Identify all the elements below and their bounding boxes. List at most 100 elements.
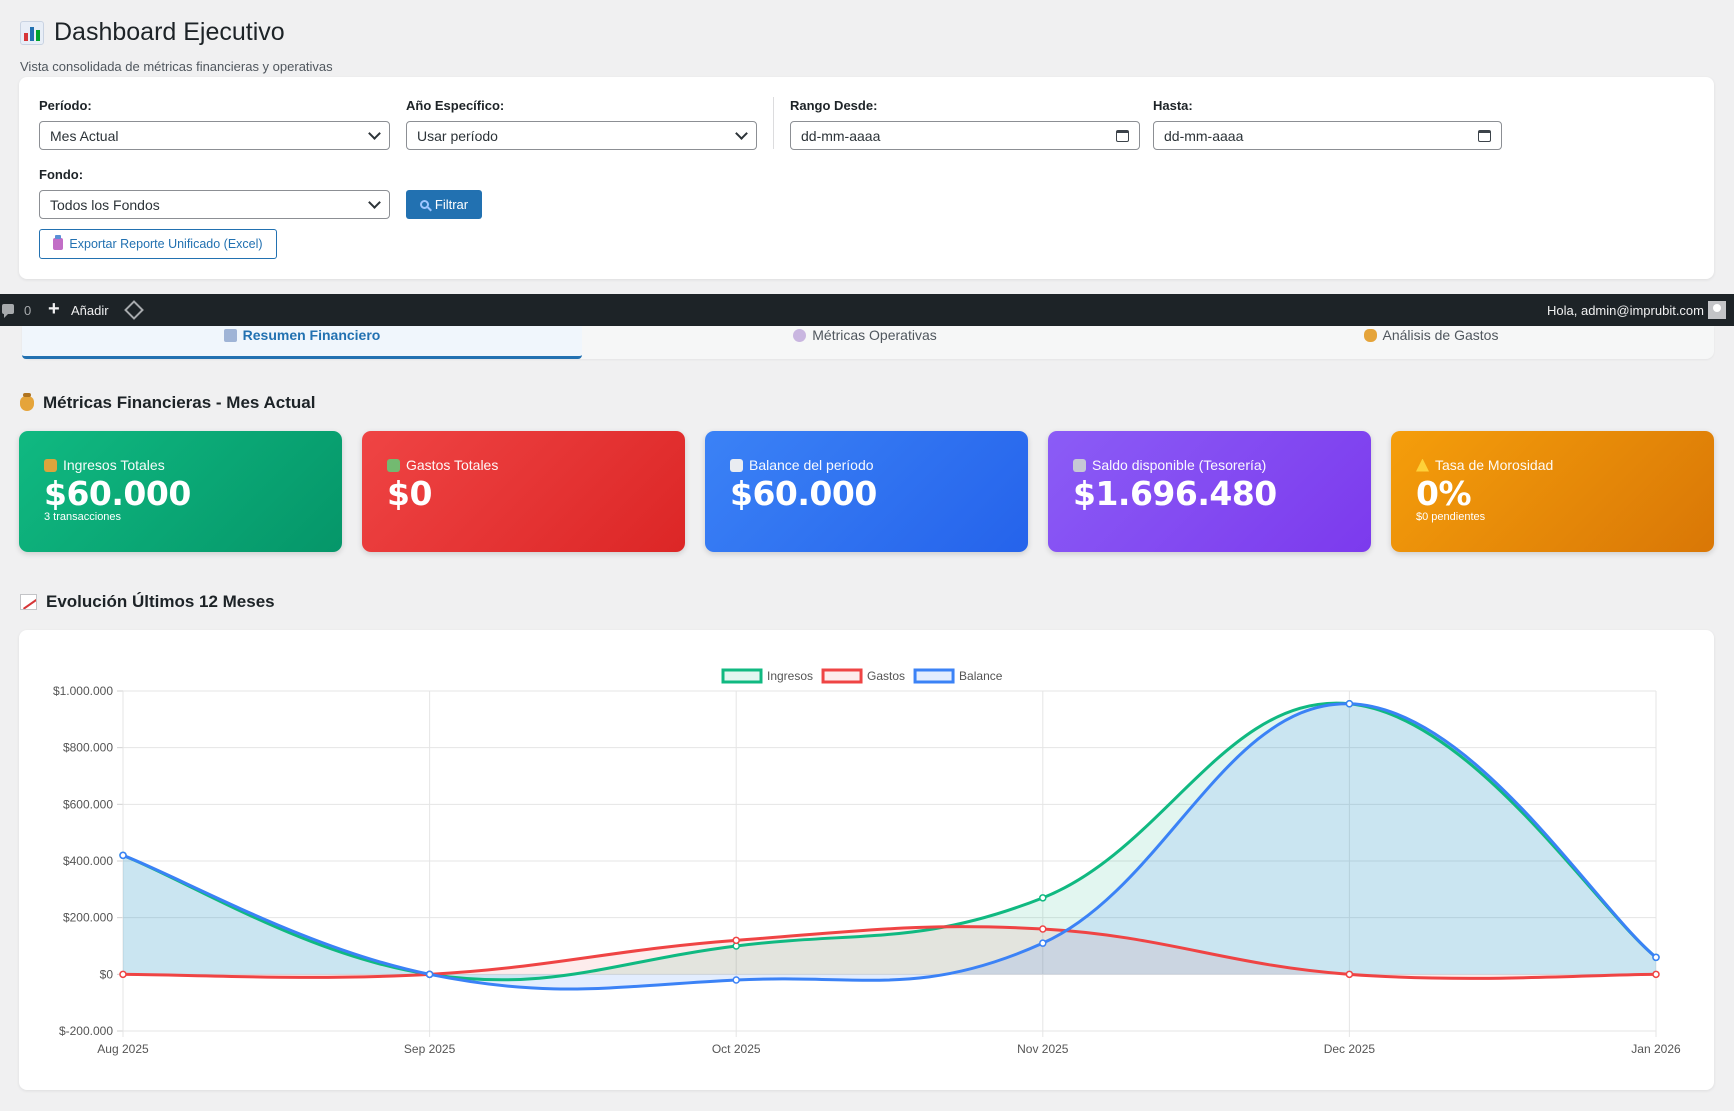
add-new-link[interactable]: Añadir (71, 303, 109, 318)
data-point-balance (732, 976, 740, 984)
chart-up-icon (20, 594, 37, 610)
kpi-value: $1.696.480 (1073, 474, 1277, 513)
export-excel-button[interactable]: Exportar Reporte Unificado (Excel) (39, 229, 277, 259)
series-line-balance (122, 702, 1657, 991)
evolution-section-title: Evolución Últimos 12 Meses (20, 592, 275, 612)
plus-icon[interactable]: + (48, 298, 60, 320)
kpi-label-text: Saldo disponible (Tesorería) (1092, 457, 1267, 473)
kpi-value: 0% (1416, 474, 1472, 513)
y-tick-label: $200.000 (63, 911, 113, 925)
money-bag-icon (44, 458, 57, 472)
kpi-label-text: Ingresos Totales (63, 457, 165, 473)
desde-value: dd-mm-aaaa (801, 127, 881, 144)
filter-divider (773, 97, 774, 149)
calendar-icon[interactable] (1478, 129, 1491, 142)
periodo-select[interactable]: Mes Actual (39, 121, 390, 150)
desde-date-input[interactable]: dd-mm-aaaa (790, 121, 1140, 150)
series-area-ingresos (123, 703, 1656, 980)
bar-chart-icon (223, 329, 237, 342)
data-point-balance (119, 851, 127, 860)
anio-select[interactable]: Usar período (406, 121, 757, 150)
search-icon (419, 200, 429, 209)
kpi-label-text: Balance del período (749, 457, 874, 473)
data-point-gastos (119, 970, 127, 979)
x-tick-label: Nov 2025 (1017, 1042, 1069, 1056)
avatar[interactable] (1708, 301, 1726, 319)
hasta-value: dd-mm-aaaa (1164, 127, 1244, 144)
kpi-label: Tasa de Morosidad (1416, 457, 1553, 473)
data-point-balance (1039, 939, 1047, 947)
filter-button-label: Filtrar (434, 197, 469, 212)
data-point-balance (1652, 953, 1660, 962)
series-line-gastos (122, 925, 1657, 980)
tab-analisis-gastos[interactable]: Análisis de Gastos (1148, 326, 1714, 359)
chevron-down-icon (368, 126, 381, 140)
legend-label-ingresos: Ingresos (767, 669, 813, 683)
tab-resumen-financiero[interactable]: Resumen Financiero (22, 326, 582, 359)
kpi-label-text: Gastos Totales (406, 457, 499, 473)
metrics-section-title: Métricas Financieras - Mes Actual (20, 392, 315, 413)
money-bag-icon (1363, 329, 1377, 342)
comment-icon[interactable] (2, 304, 14, 318)
page-title: Dashboard Ejecutivo (20, 18, 333, 47)
tab-label: Resumen Financiero (242, 327, 381, 343)
legend-swatch-gastos (821, 668, 863, 684)
kpi-balance-periodo: Balance del período $60.000 (705, 431, 1028, 552)
kpi-label: Gastos Totales (387, 457, 498, 473)
tab-metricas-operativas[interactable]: Métricas Operativas (582, 326, 1148, 359)
desde-label: Rango Desde: (790, 98, 878, 113)
kpi-subtext: $0 pendientes (1416, 511, 1486, 523)
data-point-gastos (1039, 925, 1047, 933)
kpi-value: $0 (387, 474, 432, 513)
fondo-select[interactable]: Todos los Fondos (39, 190, 390, 219)
data-point-gastos (732, 936, 740, 945)
data-point-ingresos (1039, 894, 1047, 902)
bank-icon (1073, 458, 1086, 472)
legend-label-gastos: Gastos (867, 669, 905, 683)
evolution-line-chart: $1.000.000 $800.000 $600.000 $400.000 $200.0… (53, 668, 1681, 1056)
legend-label-balance: Balance (959, 669, 1003, 683)
tab-label: Métricas Operativas (812, 327, 937, 343)
anio-value: Usar período (417, 127, 498, 144)
kpi-tasa-morosidad: Tasa de Morosidad 0% $0 pendientes (1391, 431, 1714, 552)
tab-label: Análisis de Gastos (1382, 327, 1499, 343)
evolution-chart-card: $1.000.000 $800.000 $600.000 $400.000 $200.0… (19, 630, 1714, 1090)
kpi-value: $60.000 (44, 474, 191, 513)
user-greeting[interactable]: Hola, admin@imprubit.com (1547, 303, 1704, 318)
hasta-date-input[interactable]: dd-mm-aaaa (1153, 121, 1502, 150)
series-area-balance (123, 703, 1656, 990)
kpi-subtext: 3 transacciones (44, 511, 122, 523)
diamond-icon[interactable] (124, 300, 144, 320)
filter-panel: Período: Mes Actual Año Específico: Usar… (19, 77, 1714, 279)
kpi-gastos-totales: Gastos Totales $0 (362, 431, 685, 552)
x-tick-label: Jan 2026 (1631, 1042, 1681, 1056)
x-tick-label: Dec 2025 (1324, 1042, 1376, 1056)
y-tick-label: $400.000 (63, 854, 113, 868)
fondo-value: Todos los Fondos (50, 196, 160, 213)
series-line-ingresos (122, 701, 1657, 982)
calendar-icon[interactable] (1116, 129, 1129, 142)
data-point-gastos (1652, 970, 1660, 979)
page-title-text: Dashboard Ejecutivo (54, 18, 285, 46)
kpi-saldo-disponible: Saldo disponible (Tesorería) $1.696.480 (1048, 431, 1371, 552)
kpi-label: Balance del período (730, 457, 874, 473)
data-point-balance (425, 970, 434, 979)
filter-button[interactable]: Filtrar (406, 190, 482, 219)
evolution-section-title-text: Evolución Últimos 12 Meses (46, 592, 275, 611)
kpi-label: Saldo disponible (Tesorería) (1073, 457, 1266, 473)
data-point-balance (1345, 700, 1354, 708)
kpi-label: Ingresos Totales (44, 457, 165, 473)
anio-label: Año Específico: (406, 98, 505, 113)
periodo-value: Mes Actual (50, 127, 119, 144)
money-bag-icon (20, 392, 34, 411)
y-tick-label: $1.000.000 (53, 684, 113, 698)
comments-count[interactable]: 0 (24, 303, 32, 318)
chart-up-icon (730, 458, 743, 472)
x-tick-label: Aug 2025 (97, 1042, 149, 1056)
y-tick-label: $0 (100, 967, 114, 981)
x-tick-label: Sep 2025 (404, 1042, 456, 1056)
periodo-label: Período: (39, 98, 92, 113)
x-tick-label: Oct 2025 (712, 1042, 761, 1056)
tab-bar: Resumen Financiero Métricas Operativas A… (22, 326, 1714, 359)
gear-icon (793, 329, 807, 342)
